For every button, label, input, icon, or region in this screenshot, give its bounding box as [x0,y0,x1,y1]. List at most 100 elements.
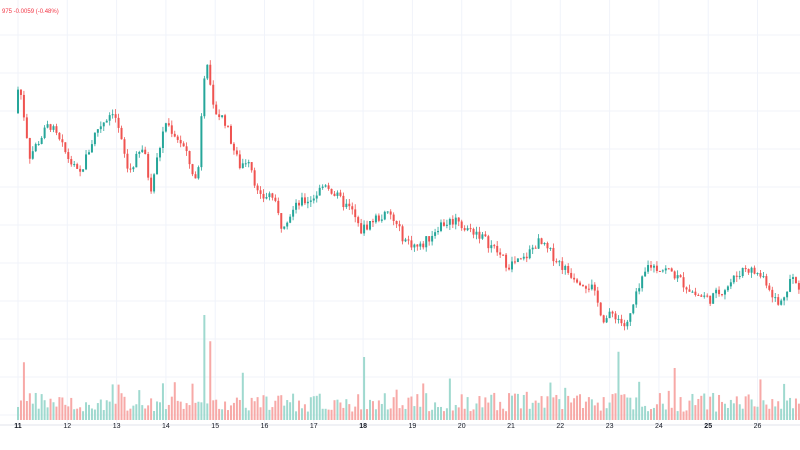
volume-bar [626,397,629,420]
candle-body [318,187,321,196]
volume-bar [703,393,706,420]
candle-body [437,230,440,233]
volume-bar [729,399,732,420]
candle-body [502,254,505,256]
volume-bar [28,393,31,420]
candle-body [46,124,49,128]
volume-bar [457,407,460,420]
candle-body [268,193,271,198]
candle-body [780,300,783,305]
candle-body [386,211,389,213]
volume-bar [564,387,567,420]
candle-body [209,64,212,85]
candle-body [750,267,753,273]
volume-bar [167,404,170,420]
candle-body [197,167,200,179]
candle-body [31,151,34,159]
volume-bar [389,408,392,420]
volume-bar [661,403,664,420]
candle-body [540,238,543,245]
volume-bar [129,408,132,420]
volume-bar [679,397,682,420]
volume-bar [366,409,369,420]
volume-bar [315,395,318,420]
candle-body [694,291,697,295]
volume-bar [306,411,309,420]
volume-bar [439,406,442,420]
candle-body [265,197,268,199]
candle-body [448,219,451,225]
volume-bar [718,394,721,420]
volume-bar [82,411,85,420]
candle-body [61,139,64,143]
candle-body [525,256,528,259]
candle-body [324,185,327,187]
candle-body [161,131,164,148]
candle-body [558,261,561,263]
price-change-readout: 975 -0.0059 (-0.48%) [2,9,59,15]
candle-body [777,297,780,305]
volume-bar [324,408,327,420]
volume-bar [620,394,623,420]
candle-body [661,270,664,272]
x-tick-label: 24 [655,423,663,430]
candle-body [108,115,111,121]
volume-bar [685,410,688,420]
volume-bar [537,402,540,420]
volume-bar [283,405,286,420]
candle-body [336,192,339,196]
volume-bar [357,394,360,420]
candle-body [58,132,61,140]
candle-body [759,273,762,277]
candle-body [413,244,416,248]
candle-body [718,289,721,295]
volume-bar [345,399,348,420]
volume-bar [448,378,451,420]
candle-body [158,147,161,158]
candle-body [235,150,238,155]
volume-bar [573,398,576,420]
candle-body [487,236,490,249]
volume-bar [173,382,176,420]
candle-body [179,139,182,144]
candle-body [703,295,706,297]
candle-body [182,143,185,147]
candle-body [363,224,366,234]
candle-body [726,286,729,291]
candle-body [303,197,306,204]
candle-body [425,236,428,248]
candle-body [87,152,90,155]
volume-bar [691,393,694,420]
x-tick-label: 18 [359,423,367,430]
volume-bar [587,397,590,420]
candle-body [274,197,277,201]
candle-body [650,265,653,268]
volume-bar [179,401,182,420]
volume-bar [694,405,697,420]
candle-body [401,226,404,242]
candle-body [292,209,295,217]
candle-body [374,215,377,223]
volume-bar [238,399,241,420]
candle-body [17,89,19,114]
candle-body [345,203,348,208]
candle-body [611,311,614,314]
candle-body [596,290,599,303]
candle-body [277,200,280,214]
candle-body [505,254,508,268]
volume-bar [789,397,792,420]
volume-bar [61,397,64,420]
volume-bar [419,406,422,420]
volume-bar [126,410,129,420]
volume-bar [531,402,534,420]
volume-bar [493,392,496,420]
volume-bar [712,392,715,420]
candle-body [422,243,425,248]
x-tick-label: 15 [211,423,219,430]
volume-bar [212,400,215,420]
volume-bar [516,393,519,420]
volume-bar [528,408,531,420]
x-tick-label: 20 [458,423,466,430]
